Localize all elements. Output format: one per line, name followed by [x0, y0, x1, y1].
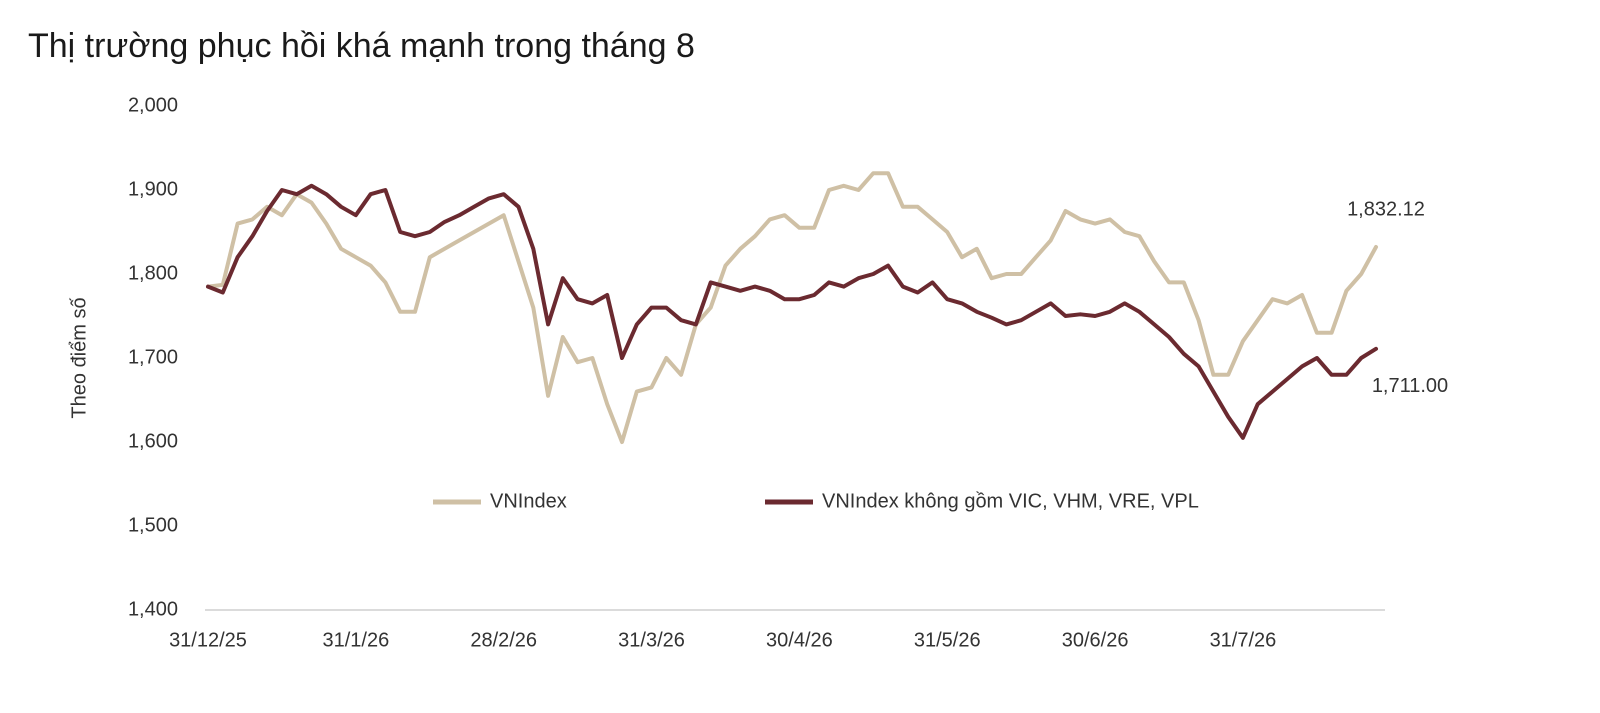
x-tick-label: 31/5/26 — [914, 629, 981, 651]
y-tick-label: 1,500 — [128, 514, 178, 536]
x-tick-label: 31/1/26 — [322, 629, 389, 651]
y-tick-label: 2,000 — [128, 94, 178, 116]
y-tick-label: 1,900 — [128, 178, 178, 200]
value-label: 1,832.12 — [1347, 198, 1425, 220]
series-line — [206, 171, 1378, 444]
series-line — [206, 183, 1378, 440]
x-tick-label: 31/12/25 — [169, 629, 247, 651]
chart-title: Thị trường phục hồi khá mạnh trong tháng… — [28, 27, 695, 65]
y-tick-label: 1,400 — [128, 598, 178, 620]
y-tick-label: 1,800 — [128, 262, 178, 284]
x-tick-label: 31/7/26 — [1210, 629, 1277, 651]
x-tick-label: 30/6/26 — [1062, 629, 1129, 651]
legend-label: VNIndex — [490, 490, 567, 512]
value-label: 1,711.00 — [1372, 375, 1448, 397]
legend-label: VNIndex không gồm VIC, VHM, VRE, VPL — [822, 490, 1199, 512]
y-tick-label: 1,600 — [128, 430, 178, 452]
y-axis-label: Theo điểm số — [68, 297, 90, 418]
x-tick-label: 31/3/26 — [618, 629, 685, 651]
x-tick-label: 28/2/26 — [470, 629, 537, 651]
y-tick-label: 1,700 — [128, 346, 178, 368]
x-tick-label: 30/4/26 — [766, 629, 833, 651]
